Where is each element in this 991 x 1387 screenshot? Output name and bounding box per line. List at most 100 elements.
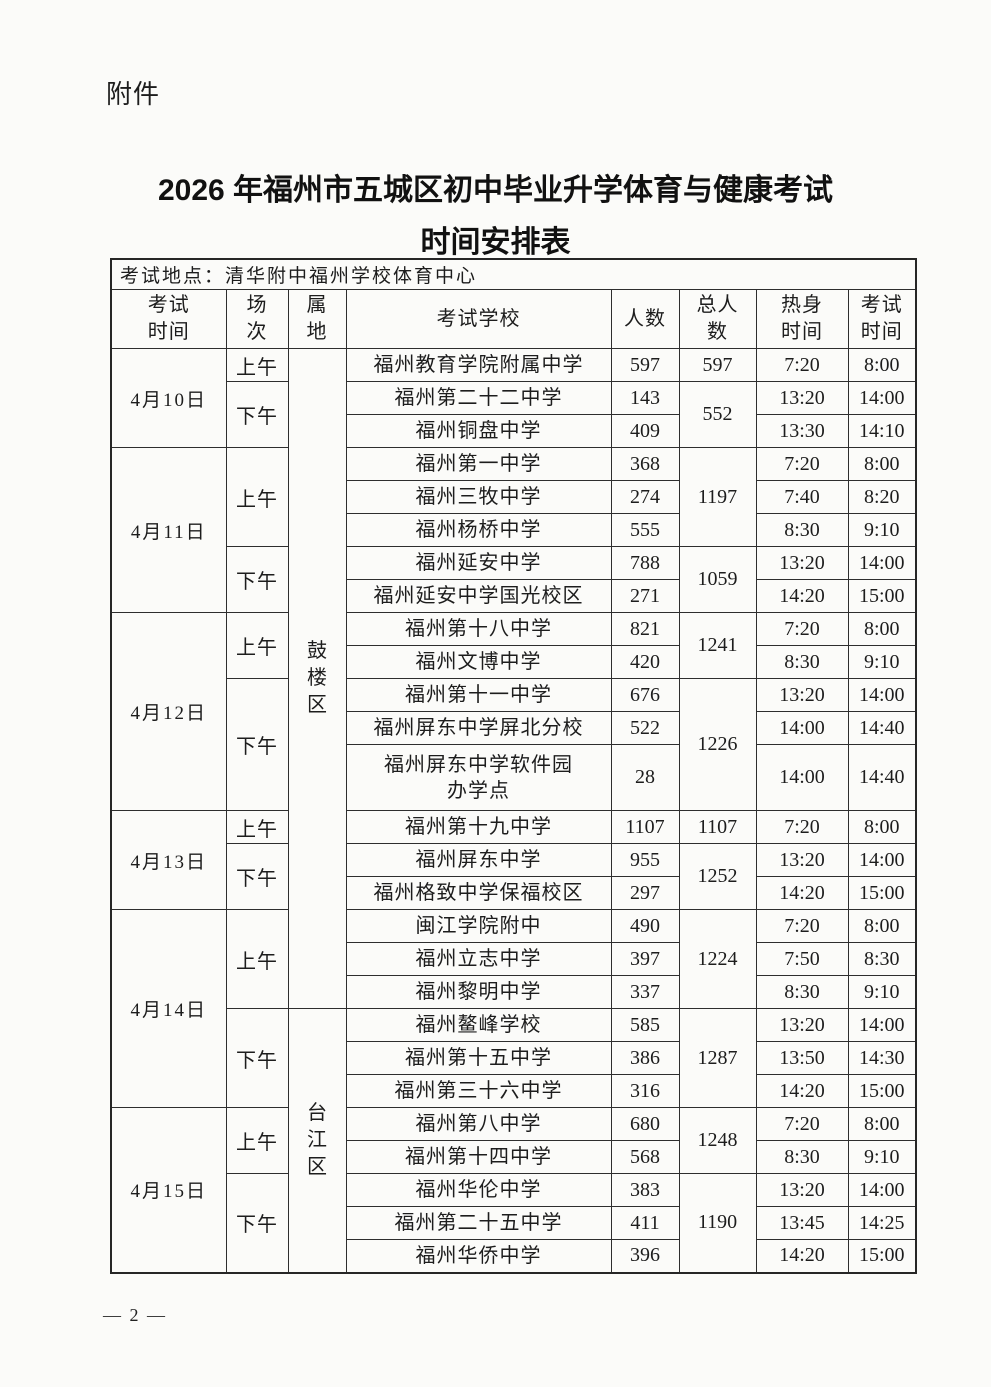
school-cell: 福州华侨中学: [345, 1239, 612, 1273]
exam-time-cell: 14:40: [847, 744, 917, 811]
exam-date-cell: 4月12日: [110, 612, 227, 811]
count-cell: 597: [610, 348, 680, 382]
school-name: 福州铜盘中学: [415, 420, 542, 442]
exam-time-cell: 8:00: [847, 447, 917, 481]
location-row: 考试地点：清华附中福州学校体育中心: [110, 258, 917, 290]
warmup-time-cell: 14:20: [755, 1239, 849, 1273]
count-cell: 409: [610, 414, 680, 448]
count-cell: 955: [610, 843, 680, 877]
total-count-cell: 1241: [678, 612, 757, 679]
column-header-warmup-time: 热身 时间: [755, 289, 849, 349]
total-count-cell: 1107: [678, 810, 757, 844]
school-name: 福州文博中学: [415, 651, 542, 673]
table-row: 福州格致中学保福校区 297 14:20 15:00: [111, 876, 917, 910]
school-name: 福州延安中学国光校区: [373, 585, 584, 607]
warmup-time-cell: 7:20: [755, 909, 849, 943]
count-cell: 316: [610, 1074, 680, 1108]
count-cell: 386: [610, 1041, 680, 1075]
warmup-time-cell: 7:20: [755, 447, 849, 481]
total-count-cell: 1226: [678, 678, 757, 811]
exam-date-cell: 4月10日: [110, 348, 227, 448]
warmup-time-cell: 7:20: [755, 810, 849, 844]
document-title: 2026 年福州市五城区初中毕业升学体育与健康考试 时间安排表: [0, 165, 991, 269]
session-cell: 下午: [225, 678, 289, 811]
exam-location: 考试地点：清华附中福州学校体育中心: [110, 258, 917, 290]
school-cell: 闽江学院附中: [345, 909, 612, 943]
school-cell: 福州第二十五中学: [345, 1206, 612, 1240]
exam-time-cell: 14:00: [847, 1008, 917, 1042]
table-row: 福州第十四中学 568 8:30 9:10: [111, 1140, 917, 1174]
exam-time-cell: 14:00: [847, 843, 917, 877]
exam-time-cell: 14:25: [847, 1206, 917, 1240]
exam-time-cell: 14:00: [847, 546, 917, 580]
exam-time-cell: 9:10: [847, 645, 917, 679]
school-cell: 福州第十五中学: [345, 1041, 612, 1075]
table-row: 下午 福州第二十二中学 143 552 13:20 14:00: [111, 381, 917, 448]
school-name: 福州屏东中学软件园办学点: [384, 753, 573, 802]
page-number: — 2 —: [103, 1305, 167, 1325]
exam-time-cell: 8:20: [847, 480, 917, 514]
school-cell: 福州杨桥中学: [345, 513, 612, 547]
district-cell: 台江区: [287, 1008, 347, 1273]
warmup-time-cell: 8:30: [755, 1140, 849, 1174]
school-name: 福州第十八中学: [405, 618, 552, 640]
column-header-count: 人数: [610, 289, 680, 349]
table-row: 4月15日 上午 福州第八中学 680 1248 7:20 8:00: [110, 1107, 917, 1273]
exam-time-cell: 8:30: [847, 942, 917, 976]
count-cell: 788: [610, 546, 680, 580]
exam-time-cell: 8:00: [847, 612, 917, 646]
school-cell: 福州延安中学国光校区: [345, 579, 612, 613]
school-name: 福州屏东中学屏北分校: [373, 717, 584, 739]
school-cell: 福州立志中学: [345, 942, 612, 976]
title-line-2: 时间安排表: [420, 226, 571, 259]
count-cell: 143: [610, 381, 680, 415]
table-row: 福州屏东中学屏北分校 522 14:00 14:40: [111, 711, 917, 745]
column-header-school: 考试学校: [345, 289, 612, 349]
count-cell: 680: [610, 1107, 680, 1141]
school-cell: 福州文博中学: [345, 645, 612, 679]
school-name: 福州屏东中学: [415, 849, 542, 871]
school-name: 福州格致中学保福校区: [373, 882, 584, 904]
exam-time-cell: 15:00: [847, 1074, 917, 1108]
table-row: 福州杨桥中学 555 8:30 9:10: [111, 513, 917, 547]
school-cell: 福州第十四中学: [345, 1140, 612, 1174]
warmup-time-cell: 14:00: [755, 744, 849, 811]
school-cell: 福州教育学院附属中学: [345, 348, 612, 382]
exam-time-cell: 9:10: [847, 975, 917, 1009]
attachment-label: 附件: [106, 79, 161, 109]
total-count-cell: 1059: [678, 546, 757, 613]
warmup-time-cell: 13:20: [755, 546, 849, 580]
session-cell: 上午: [225, 1107, 289, 1174]
count-cell: 274: [610, 480, 680, 514]
count-cell: 397: [610, 942, 680, 976]
exam-time-cell: 14:30: [847, 1041, 917, 1075]
warmup-time-cell: 7:20: [755, 1107, 849, 1141]
exam-time-cell: 9:10: [847, 513, 917, 547]
count-cell: 396: [610, 1239, 680, 1273]
table-row: 下午 福州华伦中学 383 1190 13:20 14:00: [111, 1173, 917, 1273]
session-cell: 下午: [225, 381, 289, 448]
header-row: 考试 时间场 次属 地考试学校 人数 总人 数热身 时间 考试 时间: [110, 289, 917, 349]
warmup-time-cell: 14:20: [755, 1074, 849, 1108]
count-cell: 522: [610, 711, 680, 745]
exam-date-cell: 4月15日: [110, 1107, 227, 1273]
school-name: 福州第十九中学: [405, 816, 552, 838]
count-cell: 676: [610, 678, 680, 712]
school-cell: 福州三牧中学: [345, 480, 612, 514]
warmup-time-cell: 13:30: [755, 414, 849, 448]
session-cell: 下午: [225, 843, 289, 910]
warmup-time-cell: 7:20: [755, 612, 849, 646]
school-name: 闽江学院附中: [415, 915, 542, 937]
total-count-cell: 1197: [678, 447, 757, 547]
total-count-cell: 1248: [678, 1107, 757, 1174]
column-header-session: 场 次: [225, 289, 289, 349]
count-cell: 383: [610, 1173, 680, 1207]
warmup-time-cell: 13:20: [755, 843, 849, 877]
session-cell: 上午: [225, 447, 289, 547]
count-cell: 585: [610, 1008, 680, 1042]
total-count-cell: 1224: [678, 909, 757, 1009]
exam-time-cell: 8:00: [847, 348, 917, 382]
school-cell: 福州第十八中学: [345, 612, 612, 646]
exam-time-cell: 14:40: [847, 711, 917, 745]
